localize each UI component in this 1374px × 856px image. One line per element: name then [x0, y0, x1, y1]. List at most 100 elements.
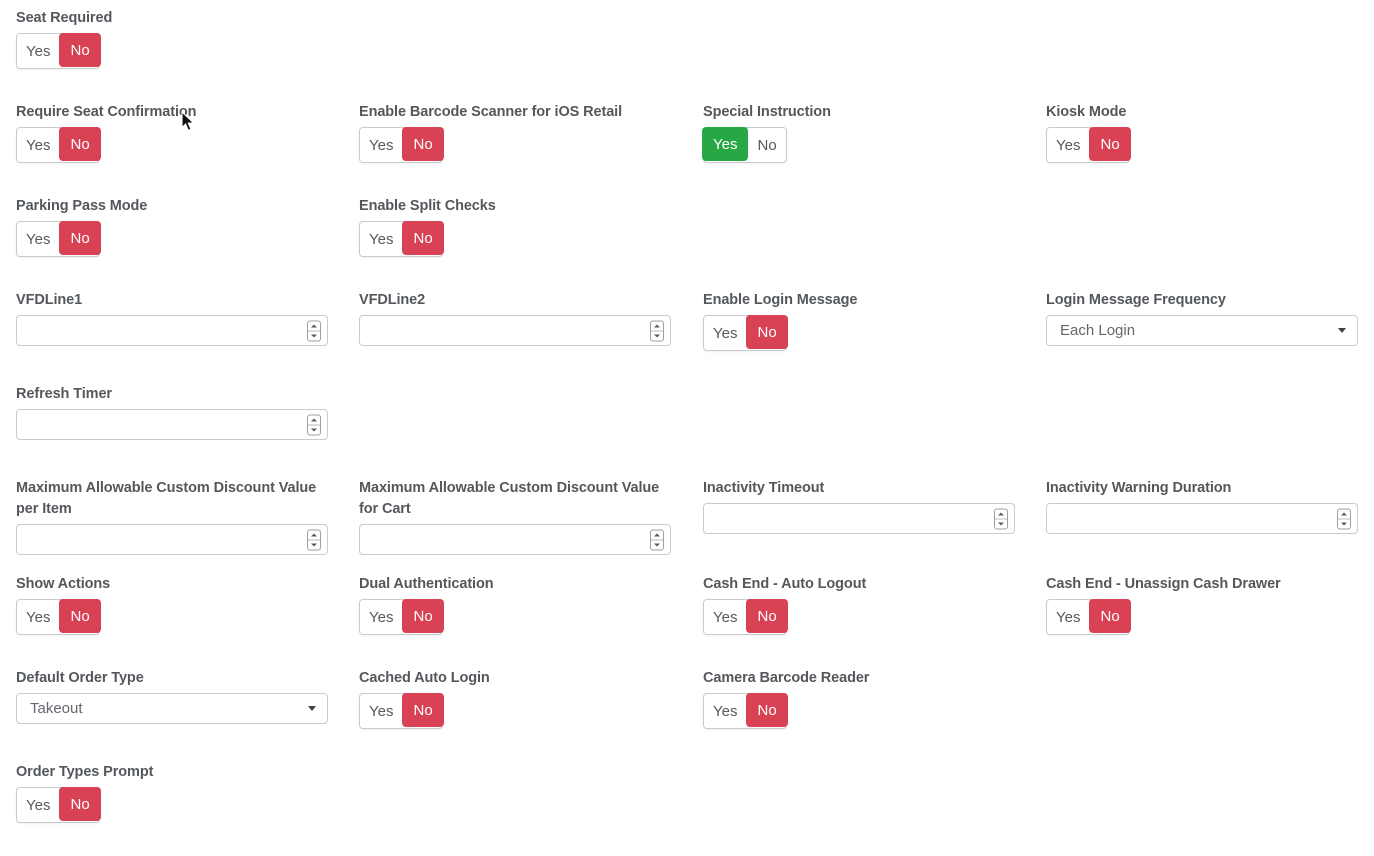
- chevron-down-icon: [1338, 328, 1346, 333]
- number-spinner[interactable]: [307, 414, 321, 435]
- down-arrow-glyph: [654, 334, 660, 337]
- field-label: VFDLine2: [359, 292, 426, 308]
- camera-barcode-reader-toggle: Yes No: [703, 693, 788, 729]
- field-enable-barcode-scanner-for-ios-retail: Enable Barcode Scanner for iOS Retail Yes…: [359, 102, 671, 163]
- cash-end-unassign-cash-drawer-no-button[interactable]: No: [1089, 599, 1131, 633]
- spinner-up-icon[interactable]: [308, 321, 320, 331]
- number-spinner[interactable]: [1337, 508, 1351, 529]
- camera-barcode-reader-yes-button[interactable]: Yes: [704, 694, 746, 728]
- dual-authentication-yes-button[interactable]: Yes: [360, 600, 402, 634]
- spinner-down-icon[interactable]: [308, 425, 320, 434]
- maximum-allowable-custom-discount-value-for-cart-input[interactable]: [359, 524, 671, 555]
- field-maximum-allowable-custom-discount-value-for-cart: Maximum Allowable Custom Discount Value …: [359, 478, 671, 555]
- enable-login-message-no-button[interactable]: No: [746, 315, 788, 349]
- spinner-up-icon[interactable]: [651, 530, 663, 540]
- kiosk-mode-toggle: Yes No: [1046, 127, 1131, 163]
- enable-split-checks-no-button[interactable]: No: [402, 221, 444, 255]
- camera-barcode-reader-no-button[interactable]: No: [746, 693, 788, 727]
- field-login-message-frequency: Login Message Frequency Each Login: [1046, 290, 1358, 346]
- login-message-frequency-select[interactable]: Each Login: [1046, 315, 1358, 346]
- field-label: Cash End - Auto Logout: [703, 576, 867, 592]
- cash-end-unassign-cash-drawer-yes-button[interactable]: Yes: [1047, 600, 1089, 634]
- enable-barcode-scanner-for-ios-retail-no-button[interactable]: No: [402, 127, 444, 161]
- maximum-allowable-custom-discount-value-per-item-input[interactable]: [16, 524, 328, 555]
- parking-pass-mode-toggle: Yes No: [16, 221, 101, 257]
- show-actions-yes-button[interactable]: Yes: [17, 600, 59, 634]
- seat-required-no-button[interactable]: No: [59, 33, 101, 67]
- refresh-timer-input[interactable]: [16, 409, 328, 440]
- special-instruction-toggle: Yes No: [702, 127, 787, 163]
- form-row: Maximum Allowable Custom Discount Value …: [16, 478, 1374, 574]
- up-arrow-glyph: [654, 533, 660, 536]
- spinner-up-icon[interactable]: [308, 530, 320, 540]
- up-arrow-glyph: [311, 324, 317, 327]
- vfdline2-field-wrap: [359, 315, 671, 346]
- vfdline1-input[interactable]: [16, 315, 328, 346]
- field-inactivity-warning-duration: Inactivity Warning Duration: [1046, 478, 1358, 534]
- field-label: Parking Pass Mode: [16, 198, 148, 214]
- field-label: Special Instruction: [703, 104, 831, 120]
- number-spinner[interactable]: [650, 529, 664, 550]
- form-row: Order Types Prompt Yes No: [16, 762, 1374, 856]
- maximum-allowable-custom-discount-value-per-item-field-wrap: [16, 524, 328, 555]
- field-order-types-prompt: Order Types Prompt Yes No: [16, 762, 328, 823]
- enable-split-checks-yes-button[interactable]: Yes: [360, 222, 402, 256]
- spinner-up-icon[interactable]: [651, 321, 663, 331]
- cash-end-auto-logout-yes-button[interactable]: Yes: [704, 600, 746, 634]
- require-seat-confirmation-yes-button[interactable]: Yes: [17, 128, 59, 162]
- kiosk-mode-no-button[interactable]: No: [1089, 127, 1131, 161]
- form-row: Show Actions Yes No Dual Authentication Yes N…: [16, 574, 1374, 668]
- dual-authentication-no-button[interactable]: No: [402, 599, 444, 633]
- order-types-prompt-no-button[interactable]: No: [59, 787, 101, 821]
- inactivity-timeout-input[interactable]: [703, 503, 1015, 534]
- inactivity-warning-duration-input[interactable]: [1046, 503, 1358, 534]
- cash-end-auto-logout-no-button[interactable]: No: [746, 599, 788, 633]
- number-spinner[interactable]: [307, 320, 321, 341]
- field-require-seat-confirmation: Require Seat Confirmation Yes No: [16, 102, 328, 163]
- down-arrow-glyph: [1341, 522, 1347, 525]
- inactivity-timeout-field-wrap: [703, 503, 1015, 534]
- number-spinner[interactable]: [650, 320, 664, 341]
- number-spinner[interactable]: [994, 508, 1008, 529]
- order-types-prompt-yes-button[interactable]: Yes: [17, 788, 59, 822]
- seat-required-yes-button[interactable]: Yes: [17, 34, 59, 68]
- field-enable-split-checks: Enable Split Checks Yes No: [359, 196, 671, 257]
- field-label: Maximum Allowable Custom Discount Value …: [16, 480, 317, 517]
- require-seat-confirmation-no-button[interactable]: No: [59, 127, 101, 161]
- field-label: Refresh Timer: [16, 386, 112, 402]
- spinner-down-icon[interactable]: [1338, 519, 1350, 528]
- spinner-up-icon[interactable]: [1338, 509, 1350, 519]
- special-instruction-no-button[interactable]: No: [748, 128, 785, 162]
- cached-auto-login-yes-button[interactable]: Yes: [360, 694, 402, 728]
- enable-barcode-scanner-for-ios-retail-toggle: Yes No: [359, 127, 444, 163]
- parking-pass-mode-no-button[interactable]: No: [59, 221, 101, 255]
- default-order-type-select[interactable]: Takeout: [16, 693, 328, 724]
- field-label: Camera Barcode Reader: [703, 670, 870, 686]
- field-kiosk-mode: Kiosk Mode Yes No: [1046, 102, 1358, 163]
- number-spinner[interactable]: [307, 529, 321, 550]
- spinner-down-icon[interactable]: [995, 519, 1007, 528]
- spinner-down-icon[interactable]: [308, 540, 320, 549]
- show-actions-no-button[interactable]: No: [59, 599, 101, 633]
- spinner-down-icon[interactable]: [651, 331, 663, 340]
- field-vfdline2: VFDLine2: [359, 290, 671, 346]
- spinner-up-icon[interactable]: [995, 509, 1007, 519]
- vfdline2-input[interactable]: [359, 315, 671, 346]
- field-label: Inactivity Timeout: [703, 480, 825, 496]
- field-label: Seat Required: [16, 10, 113, 26]
- spinner-down-icon[interactable]: [651, 540, 663, 549]
- enable-login-message-yes-button[interactable]: Yes: [704, 316, 746, 350]
- refresh-timer-field-wrap: [16, 409, 328, 440]
- dual-authentication-toggle: Yes No: [359, 599, 444, 635]
- up-arrow-glyph: [311, 418, 317, 421]
- enable-barcode-scanner-for-ios-retail-yes-button[interactable]: Yes: [360, 128, 402, 162]
- parking-pass-mode-yes-button[interactable]: Yes: [17, 222, 59, 256]
- spinner-up-icon[interactable]: [308, 415, 320, 425]
- up-arrow-glyph: [998, 512, 1004, 515]
- cached-auto-login-no-button[interactable]: No: [402, 693, 444, 727]
- special-instruction-yes-button[interactable]: Yes: [702, 127, 749, 161]
- kiosk-mode-yes-button[interactable]: Yes: [1047, 128, 1089, 162]
- field-show-actions: Show Actions Yes No: [16, 574, 328, 635]
- selected-option: Each Login: [1060, 322, 1136, 339]
- spinner-down-icon[interactable]: [308, 331, 320, 340]
